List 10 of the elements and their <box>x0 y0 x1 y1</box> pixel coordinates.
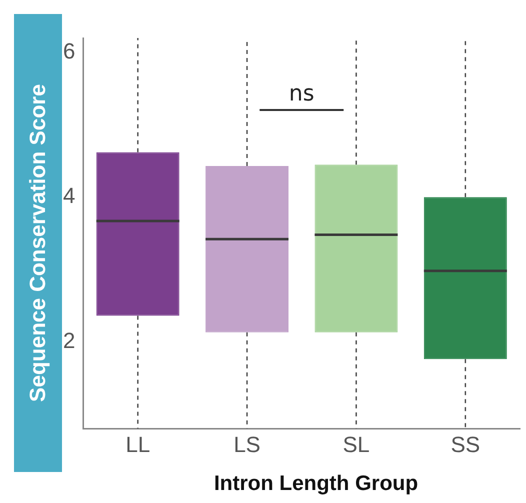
annotation: ns <box>288 82 314 107</box>
y-tick-label: 4 <box>62 183 76 208</box>
y-axis-title: Sequence Conservation Score <box>25 84 51 402</box>
x-axis-title: Intron Length Group <box>212 472 420 496</box>
y-tick-label: 2 <box>62 328 76 353</box>
x-tick-label: SS <box>450 432 480 457</box>
x-tick-label: LS <box>234 432 260 457</box>
x-tick-label: SL <box>342 432 370 457</box>
y-tick-label: 6 <box>62 38 76 64</box>
x-tick-label: LL <box>126 432 150 457</box>
